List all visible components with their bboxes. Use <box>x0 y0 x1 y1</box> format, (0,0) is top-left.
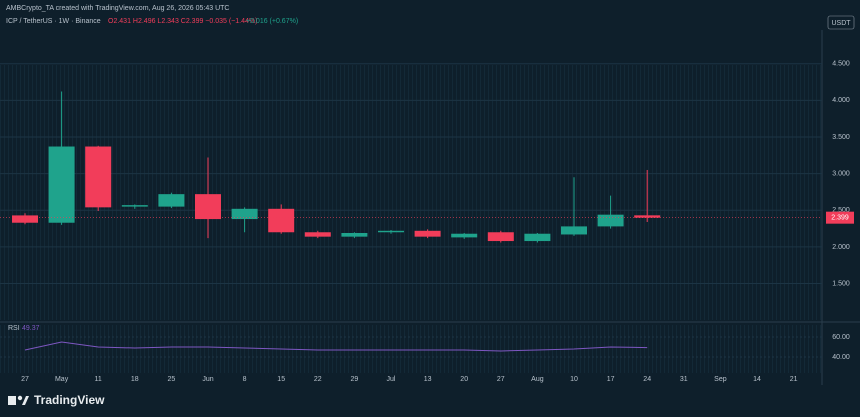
candle-body <box>378 230 404 233</box>
candle-body <box>561 226 587 235</box>
rsi-line <box>24 341 648 352</box>
candle-body <box>451 233 478 238</box>
x-tick-label: Jul <box>387 376 396 383</box>
x-tick-label: 8 <box>243 376 247 383</box>
candle-body <box>268 208 295 233</box>
candle-body <box>12 215 38 223</box>
candle-body <box>85 146 112 208</box>
price-label: 2.399 <box>831 215 849 222</box>
candle-body <box>231 208 258 220</box>
x-tick-label: 11 <box>95 376 102 383</box>
candle-body <box>414 230 441 237</box>
currency[interactable]: USDT <box>831 20 851 27</box>
rsi-value: 49.37 <box>22 325 40 332</box>
y-tick-label: 2.000 <box>832 244 850 251</box>
x-tick-label: 20 <box>460 376 468 383</box>
x-tick-label: May <box>55 376 69 383</box>
x-tick-label: 15 <box>277 376 285 383</box>
y-tick-label: 3.000 <box>832 170 850 177</box>
symbol: ICP / TetherUS · 1W · Binance <box>6 18 101 25</box>
x-tick-label: 10 <box>570 376 578 383</box>
candle-body <box>121 205 148 207</box>
change: +0.016 (+0.67%) <box>246 18 298 25</box>
candle-body <box>487 232 514 242</box>
candle-body <box>195 194 221 220</box>
x-tick-label: 27 <box>497 376 505 383</box>
x-tick-label: Aug <box>531 376 544 383</box>
rsi-title: RSI <box>8 325 20 332</box>
x-tick-label: 17 <box>607 376 615 383</box>
candle-body <box>597 214 624 227</box>
price-label-box <box>826 211 854 224</box>
brand: TradingView <box>34 393 105 407</box>
x-tick-label: Sep <box>714 376 727 383</box>
y-tick-label: 3.500 <box>832 134 850 141</box>
x-tick-label: Jun <box>202 376 213 383</box>
currency-box[interactable] <box>827 15 855 30</box>
x-tick-label: 18 <box>131 376 139 383</box>
y-tick-label: 4.000 <box>832 97 850 104</box>
credit: AMBCrypto_TA created with TradingView.co… <box>6 5 229 12</box>
x-tick-label: 21 <box>790 376 798 383</box>
logo <box>8 395 29 405</box>
candle-body <box>634 215 661 218</box>
candle-body <box>304 232 331 237</box>
x-tick-label: 14 <box>753 376 761 383</box>
background-texture <box>0 325 822 373</box>
x-tick-label: 25 <box>168 376 176 383</box>
candle-body <box>48 146 75 223</box>
ohlc: O2.431 H2.496 L2.343 C2.399 −0.035 (−1.4… <box>108 18 257 25</box>
candle-body <box>341 232 368 237</box>
y-tick-label: 60.00 <box>832 334 850 341</box>
x-tick-label: 29 <box>351 376 359 383</box>
x-tick-label: 31 <box>680 376 688 383</box>
x-tick-label: 13 <box>424 376 432 383</box>
candle-body <box>158 194 185 207</box>
candle-body <box>524 233 551 242</box>
x-tick-label: 27 <box>21 376 29 383</box>
y-tick-label: 2.500 <box>832 207 850 214</box>
y-tick-label: 4.500 <box>832 61 850 68</box>
y-tick-label: 40.00 <box>832 354 850 361</box>
y-tick-label: 1.500 <box>832 280 850 287</box>
x-tick-label: 24 <box>643 376 651 383</box>
x-tick-label: 22 <box>314 376 322 383</box>
background-texture <box>0 65 822 320</box>
